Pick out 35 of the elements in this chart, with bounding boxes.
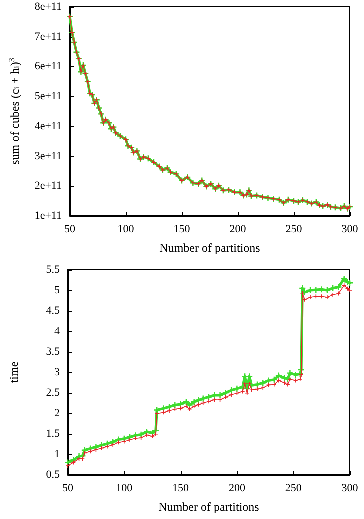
y-axis-title: time (7, 362, 21, 384)
x-tick-label: 100 (116, 482, 134, 494)
x-tick-label: 100 (118, 224, 135, 236)
x-tick-label: 150 (174, 224, 191, 236)
x-tick-label: 300 (342, 482, 359, 494)
y-tick-label: 1.5 (46, 428, 60, 440)
y-tick-label: 4 (54, 326, 60, 338)
y-axis-title: sum of cubes (ci + hi)3 (8, 58, 22, 165)
y-tick-label: 1e+11 (34, 210, 62, 222)
y-tick-label: 7e+11 (34, 30, 62, 43)
x-tick-label: 150 (172, 482, 190, 494)
y-tick-label: 3 (54, 366, 60, 378)
y-tick-label: 5 (54, 284, 60, 296)
y-tick-label: 0.5 (46, 469, 60, 481)
y-tick-label: 2 (54, 408, 60, 420)
x-tick-label: 200 (228, 482, 246, 494)
x-tick-label: 250 (286, 224, 303, 236)
y-tick-label: 5e+11 (34, 90, 62, 103)
x-tick-label: 300 (342, 224, 359, 236)
y-tick-label: 4.5 (46, 305, 60, 317)
x-axis-title: Number of partitions (158, 500, 260, 514)
y-tick-label: 3e+11 (34, 150, 62, 162)
y-tick-label: 2.5 (46, 387, 60, 399)
y-tick-label: 6e+11 (34, 60, 62, 73)
y-tick-label: 8e+11 (34, 1, 62, 13)
y-tick-label: 2e+11 (34, 180, 62, 192)
x-tick-label: 200 (230, 224, 247, 236)
x-tick-label: 50 (64, 224, 76, 236)
y-tick-label: 5.5 (46, 264, 60, 276)
y-tick-label: 3.5 (46, 346, 60, 358)
x-tick-label: 50 (62, 482, 74, 494)
y-tick-label: 4e+11 (34, 120, 62, 132)
x-tick-label: 250 (285, 482, 302, 494)
x-axis-title: Number of partitions (160, 241, 261, 255)
y-tick-label: 1 (54, 448, 60, 460)
